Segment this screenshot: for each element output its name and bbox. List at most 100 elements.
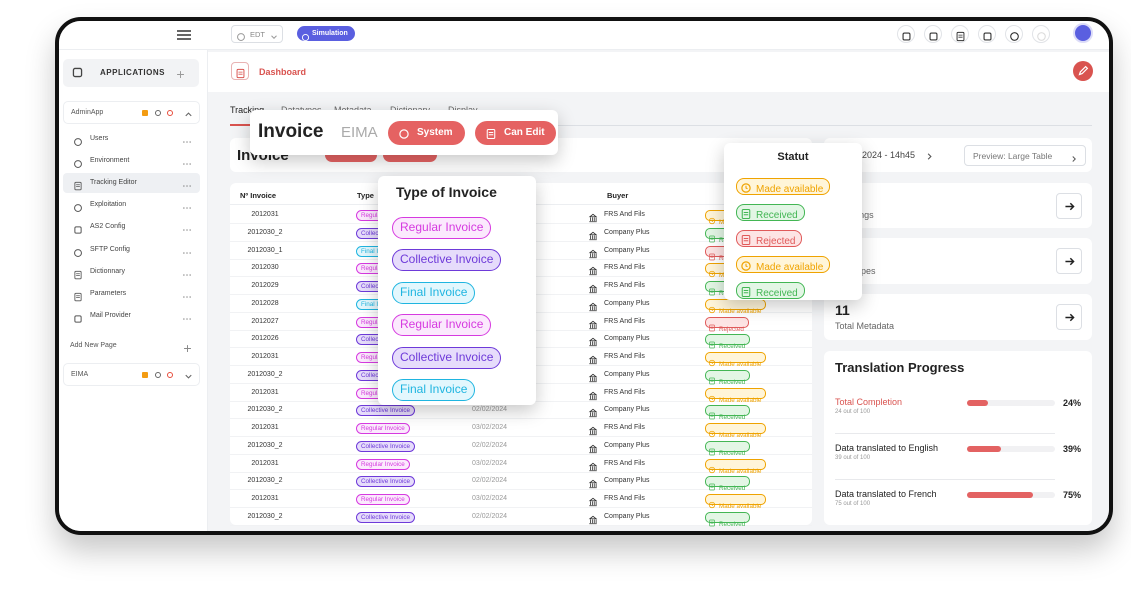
icon-shape	[708, 466, 716, 473]
sidebar-item[interactable]: Dictionnary	[63, 262, 200, 282]
status-option[interactable]: Rejected	[736, 230, 803, 247]
status-option[interactable]: Received	[736, 282, 805, 299]
icon-shape	[189, 251, 191, 254]
app-group[interactable]: AdminApp	[63, 101, 200, 124]
tab[interactable]: Tracking	[230, 105, 265, 115]
buyer-name: Company Plus	[604, 370, 650, 378]
icon-shape	[708, 306, 716, 313]
icon-shape	[709, 519, 715, 527]
table-row[interactable]: 2012031 Regular Invoice 03/02/2024 FRS And …	[230, 420, 812, 439]
column-header: Buyer	[607, 191, 629, 200]
sidebar-item[interactable]: SFTP Config	[63, 240, 200, 260]
sidebar-item[interactable]: Parameters	[63, 284, 200, 304]
edit-button[interactable]	[1073, 61, 1093, 81]
avatar[interactable]	[1073, 23, 1093, 43]
permission-badge[interactable]: Can Edit	[475, 121, 556, 145]
status-badge: Received	[705, 405, 751, 421]
applications-header[interactable]: APPLICATIONS	[63, 59, 199, 87]
table-row[interactable]: 2012030_2 Collective Invoice 02/02/2024 Com…	[230, 402, 812, 421]
invoice-number: 2012031	[251, 495, 279, 502]
icon-shape	[708, 359, 716, 367]
buyer-name: Company Plus	[604, 335, 650, 343]
app-group[interactable]: EIMA	[63, 363, 200, 386]
icon-shape	[710, 485, 714, 489]
status-option[interactable]: Made available	[736, 178, 831, 195]
add-page[interactable]: Add New Page	[63, 339, 200, 355]
icon-shape	[709, 324, 715, 331]
icon-shape	[184, 345, 191, 352]
buyer-name: FRS And Fils	[604, 459, 645, 467]
status-badge: Made available	[705, 494, 767, 510]
icon-shape	[189, 273, 191, 276]
table-row[interactable]: 2012030_2 Collective Invoice 02/02/2024 Com…	[230, 473, 812, 492]
icon	[708, 496, 716, 509]
table-row[interactable]: 2012030_2 Collective Invoice 02/02/2024 Com…	[230, 438, 812, 457]
open-button[interactable]	[1056, 193, 1082, 219]
buyer-name: FRS And Fils	[604, 495, 645, 502]
open-button[interactable]	[1056, 304, 1082, 330]
status-label: Made available	[719, 361, 762, 368]
icon[interactable]	[176, 27, 192, 43]
icon-shape	[74, 292, 82, 301]
type-option[interactable]: Regular Invoice	[392, 314, 492, 337]
icon-shape	[709, 412, 715, 420]
status-option-label: Received	[756, 288, 798, 299]
environment-label: EDT	[250, 30, 265, 39]
icon	[588, 512, 598, 524]
toolbar-button[interactable]	[951, 25, 969, 43]
sidebar-item[interactable]: AS2 Config	[63, 217, 200, 237]
table-row[interactable]: 2012030_2 Collective Invoice 02/02/2024 Com…	[230, 509, 812, 528]
invoice-number: 2012028	[251, 299, 279, 307]
table-row[interactable]: 2012031 Regular Invoice 03/02/2024 FRS And …	[230, 491, 812, 510]
icon	[73, 311, 83, 323]
icon-shape	[74, 204, 82, 213]
stat-label: Total Metadata	[835, 321, 895, 331]
icon-shape	[184, 345, 191, 352]
environment-select[interactable]: EDT	[231, 25, 283, 43]
sidebar-item[interactable]: Tracking Editor	[63, 173, 200, 193]
invoice-number: 2012030_2	[247, 228, 283, 236]
toolbar-button[interactable]	[1005, 25, 1023, 43]
status-option[interactable]: Received	[736, 204, 805, 221]
icon-shape	[177, 30, 191, 40]
status-label: Made available	[719, 503, 762, 510]
type-option[interactable]: Collective Invoice	[392, 249, 502, 272]
sidebar-item[interactable]: Users	[63, 129, 200, 149]
icon	[398, 127, 410, 139]
table-row[interactable]: 2012031 Regular Invoice 03/02/2024 FRS And …	[230, 456, 812, 475]
icon-shape	[588, 497, 598, 507]
icon-shape	[708, 430, 716, 438]
sidebar-item[interactable]: Exploitation	[63, 195, 200, 215]
app-icon	[155, 110, 161, 116]
invoice-number: 2012029	[251, 282, 279, 289]
type-option[interactable]: Collective Invoice	[392, 346, 502, 369]
icon-shape	[74, 182, 82, 191]
icon	[1063, 255, 1076, 268]
type-option[interactable]: Final Invoice	[392, 281, 476, 304]
sidebar-item[interactable]: Environment	[63, 151, 200, 171]
icon-shape	[983, 32, 992, 41]
invoice-number: 2012030_2	[247, 370, 283, 378]
icon-shape	[183, 207, 185, 209]
type-option[interactable]: Final Invoice	[392, 379, 476, 401]
toolbar-button[interactable]	[978, 25, 996, 43]
icon-shape	[183, 141, 191, 143]
permission-badge[interactable]: System	[388, 121, 465, 145]
toolbar-button[interactable]	[924, 25, 942, 43]
icon-shape	[710, 255, 714, 258]
status-option[interactable]: Made available	[736, 256, 831, 273]
toolbar-button[interactable]	[1032, 25, 1050, 43]
sidebar-item[interactable]: Mail Provider	[63, 306, 200, 326]
icon-shape	[186, 141, 188, 143]
type-option[interactable]: Regular Invoice	[392, 217, 492, 239]
preview-button[interactable]: Preview: Large Table	[964, 145, 1086, 166]
progress-bar	[967, 492, 1033, 498]
icon-shape	[189, 207, 191, 209]
simulation-badge[interactable]: Simulation	[297, 26, 355, 42]
open-button[interactable]	[1056, 248, 1082, 274]
buyer-name: Company Plus	[604, 512, 650, 520]
icon-shape	[741, 286, 751, 297]
icon	[924, 149, 935, 160]
icon	[1009, 29, 1020, 41]
toolbar-button[interactable]	[897, 25, 915, 43]
